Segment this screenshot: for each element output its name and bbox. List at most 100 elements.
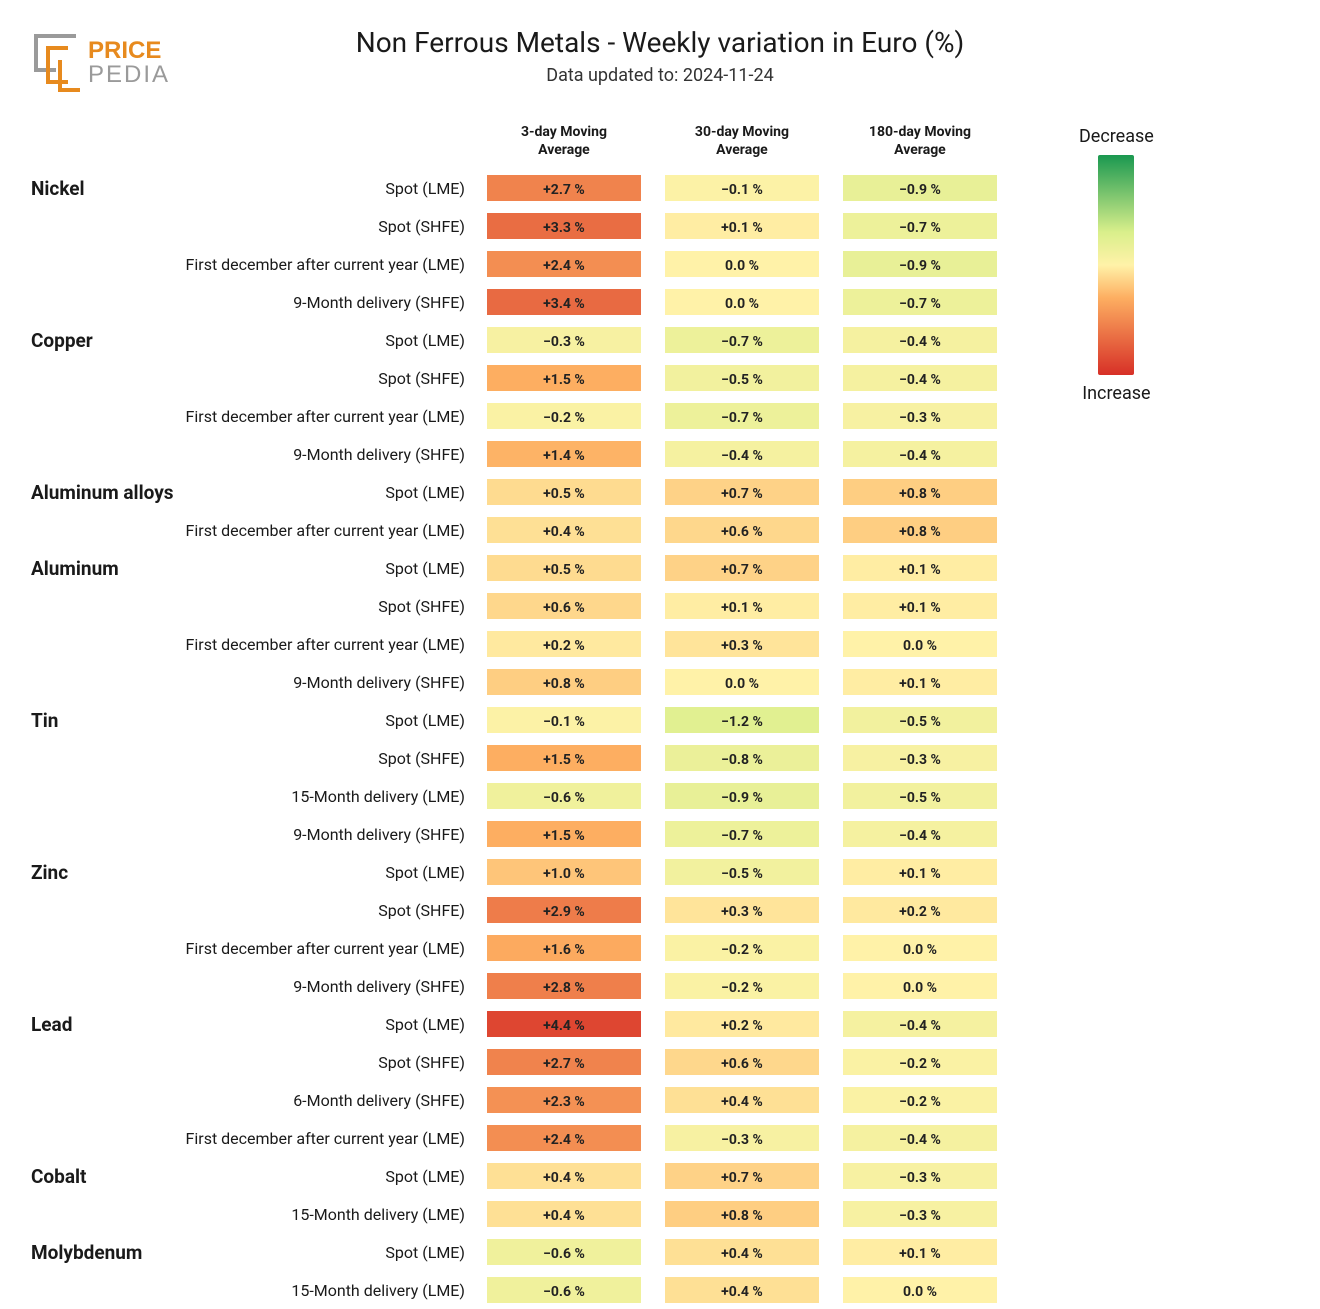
row-label: Spot (SHFE) bbox=[180, 207, 475, 245]
heat-cell: −0.3 % bbox=[831, 397, 1009, 435]
heat-cell: −0.9 % bbox=[831, 245, 1009, 283]
page: PRICE PEDIA Non Ferrous Metals - Weekly … bbox=[0, 0, 1320, 1305]
row-label: Spot (LME) bbox=[180, 169, 475, 207]
heat-cell: −0.3 % bbox=[475, 321, 653, 359]
content: 3-day MovingAverage30-day MovingAverage1… bbox=[30, 120, 1290, 1309]
heat-cell: +0.7 % bbox=[653, 549, 831, 587]
heat-cell: +2.9 % bbox=[475, 891, 653, 929]
heat-cell: −0.1 % bbox=[475, 701, 653, 739]
heat-cell: +2.7 % bbox=[475, 1043, 653, 1081]
heat-cell: −0.5 % bbox=[831, 701, 1009, 739]
heat-cell: +0.1 % bbox=[831, 549, 1009, 587]
row-label: Spot (LME) bbox=[180, 1157, 475, 1195]
legend: Decrease Increase bbox=[1079, 124, 1154, 406]
table-row: AluminumSpot (LME)+0.5 %+0.7 %+0.1 % bbox=[30, 549, 1009, 587]
heat-cell: −0.3 % bbox=[831, 1195, 1009, 1233]
legend-top-label: Decrease bbox=[1079, 126, 1154, 147]
table-row: CobaltSpot (LME)+0.4 %+0.7 %−0.3 % bbox=[30, 1157, 1009, 1195]
heat-cell: +0.4 % bbox=[475, 511, 653, 549]
heat-cell: 0.0 % bbox=[831, 1271, 1009, 1309]
row-label: First december after current year (LME) bbox=[180, 1119, 475, 1157]
row-label: Spot (LME) bbox=[180, 853, 475, 891]
group-label: Molybdenum bbox=[30, 1233, 180, 1309]
group-label: Zinc bbox=[30, 853, 180, 1005]
heat-cell: +0.4 % bbox=[653, 1233, 831, 1271]
row-label: 9-Month delivery (SHFE) bbox=[180, 663, 475, 701]
heat-cell: +0.4 % bbox=[653, 1081, 831, 1119]
row-label: 9-Month delivery (SHFE) bbox=[180, 435, 475, 473]
heat-cell: +4.4 % bbox=[475, 1005, 653, 1043]
group-label: Aluminum alloys bbox=[30, 473, 180, 549]
heat-cell: +0.1 % bbox=[653, 587, 831, 625]
heat-cell: +2.3 % bbox=[475, 1081, 653, 1119]
heat-cell: 0.0 % bbox=[831, 625, 1009, 663]
row-label: Spot (SHFE) bbox=[180, 359, 475, 397]
row-label: Spot (LME) bbox=[180, 473, 475, 511]
header: PRICE PEDIA Non Ferrous Metals - Weekly … bbox=[30, 20, 1290, 110]
heat-cell: +0.1 % bbox=[831, 853, 1009, 891]
table-row: TinSpot (LME)−0.1 %−1.2 %−0.5 % bbox=[30, 701, 1009, 739]
row-label: Spot (LME) bbox=[180, 701, 475, 739]
heat-cell: 0.0 % bbox=[653, 245, 831, 283]
heat-cell: +0.6 % bbox=[475, 587, 653, 625]
column-header: 3-day MovingAverage bbox=[475, 120, 653, 169]
logo-text-top: PRICE bbox=[88, 37, 161, 64]
row-label: First december after current year (LME) bbox=[180, 511, 475, 549]
heat-cell: −0.3 % bbox=[831, 739, 1009, 777]
heat-cell: −0.4 % bbox=[831, 815, 1009, 853]
heat-cell: +0.7 % bbox=[653, 1157, 831, 1195]
row-label: Spot (LME) bbox=[180, 321, 475, 359]
heat-cell: +0.2 % bbox=[831, 891, 1009, 929]
heat-cell: −0.1 % bbox=[653, 169, 831, 207]
heat-cell: −0.7 % bbox=[653, 321, 831, 359]
heat-cell: +3.4 % bbox=[475, 283, 653, 321]
heat-cell: +1.5 % bbox=[475, 359, 653, 397]
heat-cell: +0.4 % bbox=[475, 1157, 653, 1195]
heat-cell: 0.0 % bbox=[831, 929, 1009, 967]
heat-cell: +0.1 % bbox=[831, 587, 1009, 625]
row-label: 9-Month delivery (SHFE) bbox=[180, 815, 475, 853]
heat-cell: −0.5 % bbox=[653, 359, 831, 397]
heatmap-table: 3-day MovingAverage30-day MovingAverage1… bbox=[30, 120, 1009, 1309]
row-label: First december after current year (LME) bbox=[180, 625, 475, 663]
row-label: Spot (LME) bbox=[180, 1005, 475, 1043]
heat-cell: −0.4 % bbox=[653, 435, 831, 473]
heat-cell: +2.4 % bbox=[475, 1119, 653, 1157]
heat-cell: −0.6 % bbox=[475, 1271, 653, 1309]
heat-cell: −0.2 % bbox=[831, 1081, 1009, 1119]
group-label: Tin bbox=[30, 701, 180, 853]
heat-cell: −0.2 % bbox=[831, 1043, 1009, 1081]
heat-cell: +2.4 % bbox=[475, 245, 653, 283]
heat-cell: 0.0 % bbox=[653, 663, 831, 701]
table-row: CopperSpot (LME)−0.3 %−0.7 %−0.4 % bbox=[30, 321, 1009, 359]
heat-cell: +0.4 % bbox=[475, 1195, 653, 1233]
row-label: Spot (SHFE) bbox=[180, 587, 475, 625]
heat-cell: −0.6 % bbox=[475, 777, 653, 815]
heat-cell: +3.3 % bbox=[475, 207, 653, 245]
heat-cell: −0.7 % bbox=[831, 283, 1009, 321]
heat-cell: +0.6 % bbox=[653, 1043, 831, 1081]
group-label: Nickel bbox=[30, 169, 180, 321]
heat-cell: −0.3 % bbox=[831, 1157, 1009, 1195]
pricepedia-logo-icon: PRICE PEDIA bbox=[30, 30, 200, 92]
heat-cell: +1.6 % bbox=[475, 929, 653, 967]
heat-cell: −0.7 % bbox=[831, 207, 1009, 245]
table-row: NickelSpot (LME)+2.7 %−0.1 %−0.9 % bbox=[30, 169, 1009, 207]
heat-cell: +0.3 % bbox=[653, 891, 831, 929]
table-row: ZincSpot (LME)+1.0 %−0.5 %+0.1 % bbox=[30, 853, 1009, 891]
heat-cell: +2.7 % bbox=[475, 169, 653, 207]
heat-cell: −0.4 % bbox=[831, 435, 1009, 473]
heat-cell: +0.5 % bbox=[475, 473, 653, 511]
table-head: 3-day MovingAverage30-day MovingAverage1… bbox=[30, 120, 1009, 169]
heat-cell: −0.7 % bbox=[653, 397, 831, 435]
heat-cell: +0.2 % bbox=[475, 625, 653, 663]
heat-cell: +0.8 % bbox=[831, 473, 1009, 511]
page-subtitle: Data updated to: 2024-11-24 bbox=[30, 65, 1290, 86]
table-row: Aluminum alloysSpot (LME)+0.5 %+0.7 %+0.… bbox=[30, 473, 1009, 511]
row-label: Spot (SHFE) bbox=[180, 891, 475, 929]
heat-cell: −0.5 % bbox=[653, 853, 831, 891]
row-label: First december after current year (LME) bbox=[180, 397, 475, 435]
heat-cell: +0.1 % bbox=[831, 663, 1009, 701]
heat-cell: −0.3 % bbox=[653, 1119, 831, 1157]
row-label: 6-Month delivery (SHFE) bbox=[180, 1081, 475, 1119]
